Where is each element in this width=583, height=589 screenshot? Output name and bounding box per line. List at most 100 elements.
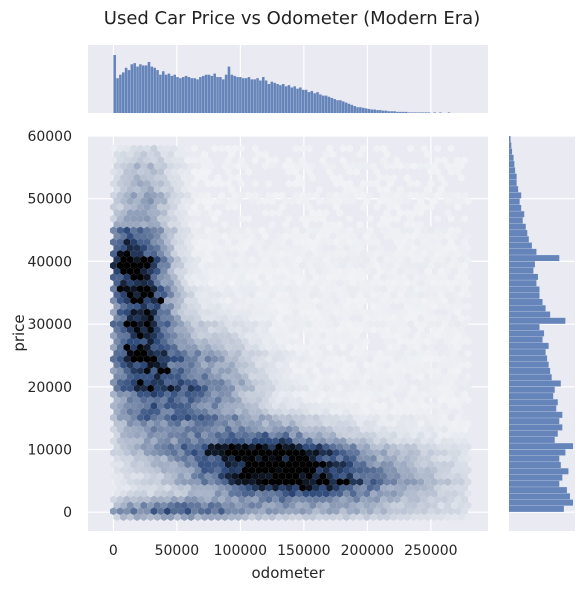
hexbin-cell (376, 419, 384, 428)
hexbin-cell (130, 472, 138, 481)
hexbin-cell (336, 501, 344, 510)
hexbin-cell (238, 413, 246, 422)
hexbin-cell (339, 320, 347, 328)
hexbin-cell (403, 325, 411, 334)
hexbin-cell (126, 431, 134, 440)
hexbin-cell (400, 413, 408, 422)
hexbin-cell (241, 302, 249, 311)
hexbin-cell (319, 472, 327, 481)
hexbin-cell (167, 361, 175, 369)
hexbin-cell (332, 483, 340, 492)
hexbin-cell (299, 261, 306, 270)
hexbin-cell (413, 343, 421, 352)
hexbin-cell (339, 261, 347, 270)
hexbin-cell (343, 478, 350, 486)
hexbin-cell (353, 355, 360, 364)
hexbin-cell (346, 168, 354, 176)
hexbin-cell (143, 144, 151, 153)
hexbin-cell (366, 390, 374, 399)
hexbin-cell (228, 337, 235, 346)
hexbin-cell (214, 478, 222, 486)
hexbin-cell (407, 226, 414, 235)
hexbin-cell (275, 208, 283, 217)
hexbin-cell (305, 472, 313, 481)
hexbin-cell (322, 150, 330, 159)
hexbin-cell (305, 214, 313, 223)
hexbin-cell (370, 232, 377, 241)
hexbin-cell (457, 513, 465, 521)
hexbin-cell (322, 325, 330, 334)
hexbin-cell (194, 513, 202, 521)
hexbin-cell (245, 261, 252, 270)
hexbin-cell (329, 513, 337, 521)
hexbin-cell (424, 290, 431, 299)
hexbin-cell (180, 372, 188, 381)
hexbin-cell (110, 437, 117, 445)
top-hist-bar (264, 80, 268, 113)
hexbin-cell (116, 425, 124, 434)
hexbin-cell (285, 448, 293, 457)
hexbin-cell (447, 168, 455, 176)
hexbin-cell (113, 220, 121, 229)
hexbin-cell (282, 325, 290, 334)
hexbin-cell (417, 337, 425, 346)
hexbin-cell (255, 361, 263, 369)
hexbin-cell (238, 226, 246, 235)
hexbin-cell (113, 290, 121, 299)
hexbin-cell (184, 261, 192, 270)
hexbin-cell (153, 396, 161, 404)
hexbin-cell (339, 179, 347, 188)
hexbin-cell (329, 442, 337, 451)
hexbin-cell (231, 144, 239, 153)
hexbin-cell (380, 472, 387, 481)
hexbin-cell (211, 226, 219, 235)
hexbin-cell (299, 483, 306, 492)
hexbin-cell (339, 156, 347, 165)
hexbin-cell (346, 460, 354, 469)
hexbin-cell (153, 431, 161, 440)
hexbin-cell (292, 320, 300, 328)
hexbin-cell (461, 507, 469, 516)
right-hist-bar (509, 462, 561, 469)
hexbin-cell (157, 320, 165, 328)
hexbin-cell (204, 203, 212, 211)
hexbin-cell (197, 378, 205, 387)
hexbin-cell (417, 466, 425, 475)
hexbin-cell (437, 361, 445, 369)
hexbin-cell (140, 478, 148, 486)
hexbin-cell (451, 255, 458, 264)
hexbin-cell (383, 407, 391, 416)
hexbin-cell (461, 413, 469, 422)
hexbin-cell (130, 273, 138, 282)
hexbin-cell (359, 179, 367, 188)
hexbin-cell (251, 390, 259, 399)
hexbin-cell (441, 483, 448, 492)
hexbin-cell (160, 361, 168, 369)
hexbin-cell (302, 431, 310, 440)
hexbin-cell (110, 308, 117, 317)
hexbin-cell (295, 478, 303, 486)
right-hist-bar (509, 299, 543, 305)
hexbin-cell (417, 454, 425, 463)
hexbin-cell (349, 372, 357, 381)
hexbin-cell (326, 261, 333, 270)
hexbin-cell (359, 402, 367, 410)
top-hist-bar (259, 80, 262, 113)
hexbin-cell (410, 361, 418, 369)
hexbin-cell (123, 366, 131, 375)
hexbin-cell (272, 331, 279, 340)
hexbin-cell (187, 244, 195, 252)
hexbin-cell (153, 372, 161, 381)
hexbin-cell (275, 314, 283, 323)
hexbin-cell (427, 296, 435, 305)
hexbin-cell (370, 419, 377, 428)
hexbin-cell (427, 203, 435, 211)
hexbin-cell (299, 179, 306, 188)
top-hist-bar (124, 67, 128, 113)
hexbin-cell (403, 513, 411, 521)
hexbin-cell (140, 501, 148, 510)
hexbin-cell (295, 442, 303, 451)
hexbin-cell (403, 384, 411, 393)
hexbin-cell (390, 173, 398, 182)
hexbin-cell (343, 454, 350, 463)
